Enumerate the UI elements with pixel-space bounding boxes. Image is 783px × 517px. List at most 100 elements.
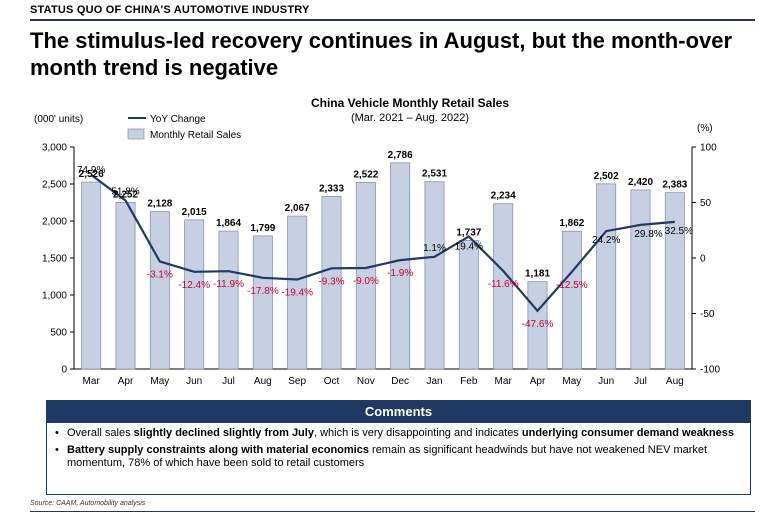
yoy-change-label: -1.9%	[387, 268, 413, 279]
sales-bar-label: 1,181	[525, 269, 550, 280]
right-axis-label: (%)	[697, 123, 713, 134]
sales-bar-label: 2,420	[628, 177, 653, 188]
left-tick-label: 2,000	[42, 217, 67, 228]
comment-1-part-2: slightly declined slightly from July	[133, 427, 314, 439]
sales-bar-label: 1,862	[559, 218, 584, 229]
sales-bar-label: 2,522	[353, 169, 378, 180]
yoy-change-label: -3.1%	[147, 269, 173, 280]
x-tick-label: Jul	[634, 376, 647, 387]
right-tick-label: 50	[700, 198, 712, 209]
legend-bar-swatch	[127, 128, 145, 140]
x-tick-label: Mar	[83, 376, 101, 387]
sales-bar-label: 2,786	[388, 150, 413, 161]
chart-title: China Vehicle Monthly Retail Sales	[311, 96, 509, 110]
left-tick-label: 2,500	[42, 180, 67, 191]
sales-bar-label: 2,502	[594, 171, 619, 182]
yoy-change-label: -19.4%	[281, 288, 313, 299]
sales-bar	[321, 196, 342, 370]
comment-1-part-1: Overall sales	[67, 427, 134, 439]
sales-bar-label: 1,799	[250, 223, 275, 234]
sales-bar	[561, 230, 582, 370]
sales-bar	[630, 189, 651, 370]
sales-bar-label: 2,234	[491, 191, 516, 202]
yoy-change-line	[90, 174, 675, 313]
right-tick-label: 0	[700, 254, 706, 265]
yoy-change-label: 74.9%	[77, 165, 105, 176]
chart-subtitle: (Mar. 2021 – Aug. 2022)	[351, 112, 469, 124]
right-tick-label: -50	[700, 309, 715, 320]
sales-bar	[184, 219, 205, 370]
x-tick-label: May	[150, 376, 169, 387]
sales-bar	[390, 162, 411, 370]
bottom-divider	[30, 511, 755, 512]
retail-sales-chart: China Vehicle Monthly Retail Sales (Mar.…	[34, 96, 720, 387]
comment-2-part-1: Battery supply constraints along with ma…	[67, 443, 369, 456]
comment-item-2: Battery supply constraints along with ma…	[55, 444, 742, 471]
sales-bar-label: 2,015	[182, 207, 207, 218]
left-tick-label: 500	[50, 328, 67, 339]
sales-bar	[596, 183, 617, 370]
x-tick-label: Oct	[324, 376, 340, 387]
yoy-change-label: -11.6%	[488, 279, 519, 290]
sales-bar-label: 2,526	[79, 169, 104, 180]
left-axis-label: (000' units)	[34, 114, 83, 125]
yoy-change-label: 1.1%	[423, 243, 446, 254]
comment-1-part-3: , which is very disappointing and indica…	[313, 427, 522, 439]
comments-list: Overall sales slightly declined slightly…	[47, 423, 750, 471]
sales-bar-label: 1,737	[456, 227, 481, 238]
x-tick-label: May	[562, 376, 581, 387]
legend-line-label: YoY Change	[150, 114, 206, 125]
x-tick-label: Jan	[426, 376, 442, 387]
chart-legend: YoY Change Monthly Retail Sales	[127, 114, 241, 141]
yoy-change-label: -47.6%	[522, 319, 554, 330]
comments-header: Comments	[47, 401, 750, 423]
right-tick-label: -100	[700, 365, 720, 376]
left-tick-label: 3,000	[42, 143, 67, 154]
yoy-change-label: 29.8%	[634, 229, 662, 240]
yoy-change-label: 51.8%	[111, 187, 139, 198]
sales-bar-label: 2,383	[662, 180, 687, 191]
top-divider	[30, 19, 755, 21]
section-label: STATUS QUO OF CHINA'S AUTOMOTIVE INDUSTR…	[30, 4, 310, 16]
comment-item-1: Overall sales slightly declined slightly…	[55, 427, 742, 441]
sales-bar	[527, 281, 548, 370]
sales-bar	[218, 230, 239, 370]
yoy-change-label: -12.4%	[178, 280, 210, 291]
left-tick-label: 1,500	[42, 254, 67, 265]
yoy-change-label: -11.9%	[213, 279, 244, 290]
x-tick-label: Mar	[495, 376, 513, 387]
sales-bar	[664, 192, 685, 370]
yoy-change-label: 19.4%	[455, 241, 483, 252]
sales-bar	[115, 202, 136, 370]
x-tick-label: Jun	[186, 376, 202, 387]
x-tick-label: Aug	[666, 376, 684, 387]
sales-bar-label: 2,252	[113, 189, 138, 200]
right-tick-label: 100	[700, 143, 717, 154]
sales-bar-label: 2,128	[147, 199, 172, 210]
yoy-change-label: 24.2%	[592, 235, 620, 246]
x-tick-label: Apr	[118, 376, 134, 387]
x-tick-label: Feb	[460, 376, 478, 387]
x-tick-label: Dec	[391, 376, 409, 387]
x-tick-label: Nov	[357, 376, 375, 387]
sales-bar	[81, 181, 102, 370]
yoy-change-label: -12.5%	[556, 280, 588, 291]
x-tick-label: Jun	[598, 376, 614, 387]
x-tick-label: Aug	[254, 376, 272, 387]
sales-bar	[287, 215, 308, 370]
sales-bar-label: 2,531	[422, 169, 447, 180]
yoy-change-label: -9.0%	[353, 276, 379, 287]
yoy-change-label: 32.5%	[665, 226, 693, 237]
comments-panel: Comments Overall sales slightly declined…	[46, 400, 751, 495]
left-tick-label: 1,000	[42, 291, 67, 302]
sales-bar	[149, 211, 170, 370]
sales-bar-label: 1,864	[216, 218, 241, 229]
x-tick-label: Apr	[530, 376, 546, 387]
sales-bar-label: 2,067	[285, 203, 310, 214]
sales-bar	[355, 182, 376, 370]
sales-bar	[424, 181, 445, 370]
comment-1-part-4: underlying consumer demand weakness	[521, 427, 734, 439]
yoy-change-label: -17.8%	[247, 286, 279, 297]
left-tick-label: 0	[61, 365, 67, 376]
page-headline: The stimulus-led recovery continues in A…	[30, 28, 733, 80]
